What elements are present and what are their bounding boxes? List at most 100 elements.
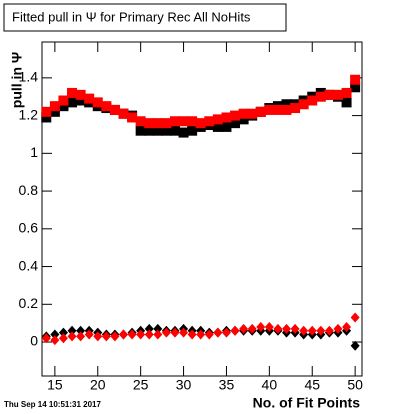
diamond-marker [256, 321, 266, 332]
square-marker [161, 125, 172, 136]
x-tick-label: 40 [262, 377, 278, 393]
square-marker [298, 99, 309, 110]
square-marker [187, 125, 198, 136]
square-marker [230, 110, 241, 121]
diamond-marker [316, 325, 326, 336]
square-marker [350, 74, 361, 85]
plot-frame [41, 41, 363, 377]
diamond-marker [247, 323, 257, 334]
diamond-marker [50, 335, 60, 346]
square-marker [118, 108, 129, 119]
square-marker [178, 127, 189, 138]
square-marker [135, 125, 146, 136]
diamond-marker [144, 323, 154, 334]
square-marker [169, 125, 180, 136]
square-marker [212, 121, 223, 132]
square-marker [281, 99, 292, 110]
diamond-marker [119, 329, 129, 340]
square-marker [307, 95, 318, 106]
diamond-marker [307, 325, 317, 336]
square-marker [221, 121, 232, 132]
diamond-marker [230, 325, 240, 336]
x-tick-label: 25 [133, 377, 149, 393]
square-marker [195, 118, 206, 129]
square-marker [341, 87, 352, 98]
square-marker [92, 97, 103, 108]
diamond-marker [67, 325, 77, 336]
diamond-marker [290, 323, 300, 334]
diamond-marker [153, 323, 163, 334]
diamond-marker [221, 327, 231, 338]
diamond-marker [282, 323, 292, 334]
diamond-marker [239, 323, 249, 334]
x-tick-label: 20 [90, 377, 106, 393]
diamond-marker [67, 331, 77, 342]
square-marker [152, 118, 163, 129]
diamond-marker [50, 329, 60, 340]
square-marker [255, 106, 266, 117]
diamond-marker [161, 327, 171, 338]
y-tick-label: 0.6 [19, 220, 39, 236]
diamond-marker [350, 312, 360, 323]
square-marker [264, 104, 275, 115]
diamond-marker [299, 325, 309, 336]
diamond-marker [76, 325, 86, 336]
square-marker [315, 91, 326, 102]
diamond-marker [273, 323, 283, 334]
diamond-marker [84, 329, 94, 340]
square-marker [178, 116, 189, 127]
x-tick-label: 30 [176, 377, 192, 393]
diamond-marker [58, 333, 68, 344]
square-marker [324, 89, 335, 100]
square-marker [49, 101, 60, 112]
square-marker [75, 95, 86, 106]
diamond-marker [213, 327, 223, 338]
square-marker [67, 87, 78, 98]
chart-title: Fitted pull in Ψ for Primary Rec All NoH… [12, 9, 251, 24]
square-marker [169, 116, 180, 127]
diamond-marker [58, 327, 68, 338]
square-marker [281, 104, 292, 115]
square-marker [84, 93, 95, 104]
diamond-marker [204, 329, 214, 340]
square-marker [341, 97, 352, 108]
diamond-marker [170, 327, 180, 338]
diamond-marker [93, 331, 103, 342]
square-marker [332, 89, 343, 100]
square-marker [101, 101, 112, 112]
square-marker [238, 114, 249, 125]
diamond-marker [187, 329, 197, 340]
square-marker [204, 116, 215, 127]
square-marker [49, 106, 60, 117]
square-marker [187, 116, 198, 127]
y-axis-label: pull in Ψ [9, 52, 25, 108]
square-marker [230, 118, 241, 129]
y-tick-label: 0.2 [19, 295, 39, 311]
diamond-marker [127, 329, 137, 340]
square-marker [238, 108, 249, 119]
diamond-marker [333, 323, 343, 334]
square-marker [212, 114, 223, 125]
diamond-marker [41, 333, 51, 344]
diamond-marker [153, 329, 163, 340]
square-marker [272, 104, 283, 115]
diamond-marker [264, 321, 274, 332]
diamond-marker [196, 329, 206, 340]
square-marker [109, 104, 120, 115]
y-tick-label: 0 [30, 333, 38, 349]
y-tick-label: 1.4 [19, 69, 39, 85]
square-marker [135, 116, 146, 127]
square-marker [58, 95, 69, 106]
diamond-marker [144, 329, 154, 340]
x-tick-label: 50 [347, 377, 363, 393]
diamond-marker [136, 329, 146, 340]
diamond-marker [350, 340, 360, 351]
diamond-marker [342, 321, 352, 332]
diamond-marker [110, 331, 120, 342]
y-tick-label: 0.4 [19, 257, 39, 273]
y-tick-label: 0.8 [19, 182, 39, 198]
diamond-marker [324, 325, 334, 336]
x-axis-label: No. of Fit Points [253, 395, 361, 411]
square-marker [41, 106, 52, 117]
